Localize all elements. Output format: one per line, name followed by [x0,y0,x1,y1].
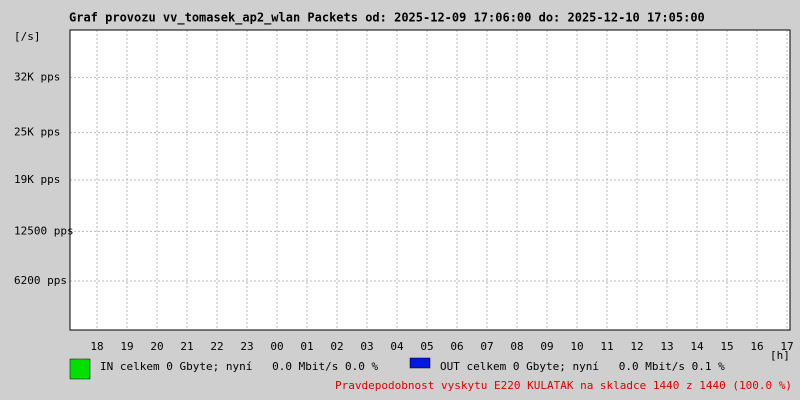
x-unit-label: [h] [770,349,790,362]
legend-label: OUT celkem 0 Gbyte; nyní 0.0 Mbit/s 0.1 … [440,360,725,373]
chart-title: Graf provozu vv_tomasek_ap2_wlan Packets… [69,11,705,26]
y-tick-label: 6200 pps [14,274,67,287]
x-tick-label: 16 [750,340,763,353]
x-tick-label: 11 [600,340,613,353]
x-tick-label: 19 [120,340,133,353]
y-tick-label: 19K pps [14,173,60,186]
frame [69,29,791,331]
x-tick-label: 09 [540,340,553,353]
footnote: Pravdepodobnost vyskytu E220 KULATAK na … [335,379,792,392]
x-tick-label: 01 [300,340,313,353]
x-tick-label: 22 [210,340,223,353]
y-tick-label: 32K pps [14,70,60,83]
x-tick-label: 06 [450,340,463,353]
x-tick-label: 20 [150,340,163,353]
x-tick-label: 02 [330,340,343,353]
x-tick-label: 08 [510,340,523,353]
x-tick-label: 17 [780,340,793,353]
legend-swatch [69,358,91,380]
x-tick-label: 00 [270,340,283,353]
x-tick-label: 03 [360,340,373,353]
legend-swatch [409,357,431,369]
x-tick-label: 05 [420,340,433,353]
legend-label: IN celkem 0 Gbyte; nyní 0.0 Mbit/s 0.0 % [100,360,379,373]
x-tick-label: 13 [660,340,673,353]
x-tick-label: 15 [720,340,733,353]
x-tick-label: 10 [570,340,583,353]
x-tick-label: 21 [180,340,193,353]
x-tick-label: 12 [630,340,643,353]
x-tick-label: 18 [90,340,103,353]
y-unit-label: [/s] [14,30,41,43]
x-tick-label: 23 [240,340,253,353]
x-tick-label: 14 [690,340,704,353]
x-tick-label: 04 [390,340,404,353]
x-tick-label: 07 [480,340,493,353]
y-tick-label: 12500 pps [14,224,74,237]
y-tick-label: 25K pps [14,126,60,139]
